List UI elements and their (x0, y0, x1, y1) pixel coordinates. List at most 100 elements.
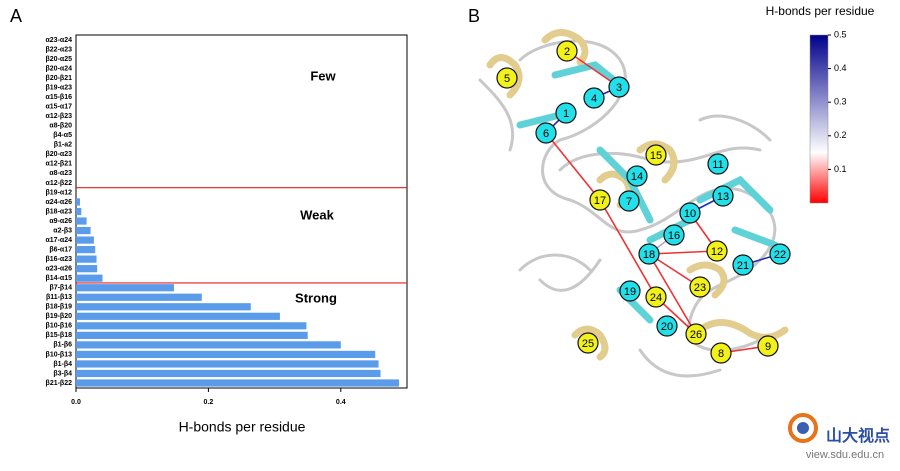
panel-label: B (468, 6, 480, 26)
node (645, 144, 667, 166)
y-tick-label: α23-α24 (45, 37, 72, 44)
node-label: 20 (661, 321, 673, 333)
node (769, 243, 791, 265)
panel-label: A (10, 6, 22, 26)
y-tick-label: α24-α26 (45, 199, 72, 206)
region-label: Strong (295, 290, 337, 305)
x-tick-label: 0.0 (71, 399, 81, 406)
node (638, 243, 660, 265)
y-tick-label: α12-β22 (46, 180, 73, 187)
x-tick-label: 0.2 (204, 399, 214, 406)
bar (76, 331, 308, 339)
node-label: 18 (643, 249, 655, 261)
node-label: 7 (626, 196, 632, 208)
node (626, 165, 648, 187)
node-label: 13 (717, 191, 729, 203)
y-tick-label: β18-α23 (46, 208, 73, 215)
bar (76, 198, 80, 206)
colorbar-tick-label: 0.2 (834, 130, 847, 140)
bar (76, 293, 202, 301)
node-label: 21 (737, 260, 749, 272)
node (577, 332, 599, 354)
y-tick-label: α23-α26 (45, 266, 72, 273)
node (707, 153, 729, 175)
watermark-name: 山大视点 (826, 426, 890, 445)
node-label: 8 (718, 348, 724, 360)
node-label: 24 (650, 292, 662, 304)
colorbar-tick-label: 0.3 (834, 97, 847, 107)
contact-line (648, 250, 718, 255)
node-label: 1 (563, 108, 569, 120)
y-tick-label: β20-α23 (46, 151, 73, 158)
y-tick-label: β10-β16 (46, 323, 73, 330)
y-tick-label: β16-α23 (46, 256, 73, 263)
node (712, 185, 734, 207)
y-tick-label: β19-α23 (46, 84, 73, 91)
y-tick-label: α9-α26 (49, 218, 72, 225)
node (555, 102, 577, 124)
y-tick-label: α15-β16 (46, 94, 73, 101)
bar (76, 226, 91, 235)
node-label: 10 (684, 208, 696, 220)
node (608, 76, 630, 98)
node-label: 9 (765, 341, 771, 353)
bar (76, 360, 379, 368)
y-tick-label: β22-α23 (46, 46, 73, 53)
node (679, 202, 701, 224)
y-tick-label: β7-β14 (49, 285, 72, 292)
region-label: Few (310, 68, 336, 83)
watermark-url: view.sdu.edu.cn (806, 449, 884, 461)
node-label: 15 (650, 150, 662, 162)
bar (76, 265, 98, 273)
bar (76, 322, 307, 330)
y-tick-label: β19-β20 (46, 313, 73, 320)
node (619, 280, 641, 302)
y-tick-label: β4-α5 (53, 132, 72, 139)
y-tick-label: β10-β13 (46, 351, 73, 358)
node-label: 25 (582, 338, 594, 350)
colorbar-title: H-bonds per residue (766, 4, 875, 18)
node-label: 22 (774, 249, 786, 261)
node (589, 189, 611, 211)
node-label: 6 (543, 128, 549, 140)
y-tick-label: β15-β18 (46, 332, 73, 339)
node-label: 26 (690, 329, 702, 341)
node-label: 19 (624, 286, 636, 298)
bar (76, 217, 87, 225)
colorbar-tick-label: 0.1 (834, 164, 847, 174)
y-tick-label: α17-α24 (45, 237, 72, 244)
node-label: 17 (594, 195, 606, 207)
node-label: 12 (711, 246, 723, 258)
y-tick-label: β1-β6 (53, 342, 72, 349)
y-tick-label: α8-α23 (49, 170, 72, 177)
bar (76, 236, 94, 244)
y-tick-label: β3-β4 (53, 370, 72, 377)
y-tick-label: α12-β21 (46, 161, 73, 168)
bar (76, 284, 174, 292)
contact-line (648, 253, 697, 335)
bar (76, 255, 97, 263)
node (689, 276, 711, 298)
node (710, 342, 732, 364)
y-tick-label: β18-β19 (46, 304, 73, 311)
bar (76, 379, 400, 387)
colorbar-tick-label: 0.5 (834, 29, 847, 39)
node-label: 2 (564, 46, 570, 58)
colorbar-tick-label: 0.4 (834, 63, 847, 73)
y-tick-label: β1-a2 (54, 142, 72, 149)
node (535, 122, 557, 144)
y-tick-label: α8-β20 (49, 123, 72, 130)
colorbar (809, 34, 829, 204)
bar (76, 207, 82, 216)
node-label: 5 (504, 73, 510, 85)
node-label: 3 (616, 82, 622, 94)
node (556, 40, 578, 62)
node-label: 23 (694, 282, 706, 294)
y-tick-label: β19-α12 (46, 189, 73, 196)
node (583, 87, 605, 109)
y-tick-label: β1-β4 (53, 361, 72, 368)
node (496, 67, 518, 89)
node (663, 224, 685, 246)
y-tick-label: α15-α17 (45, 104, 72, 111)
